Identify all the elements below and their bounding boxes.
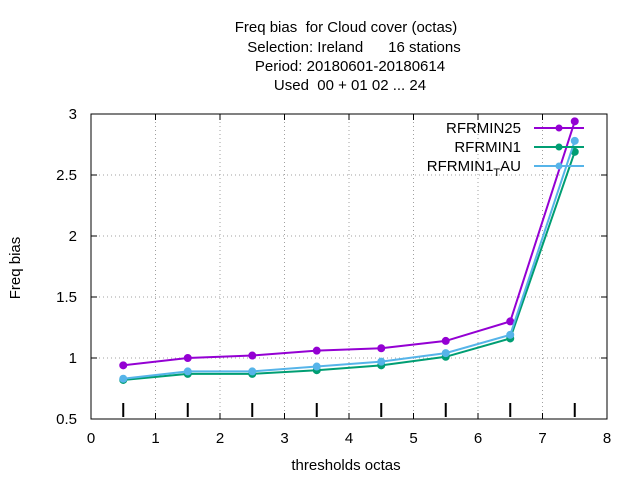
y-tick-label: 2 bbox=[69, 228, 77, 245]
series-2-point bbox=[248, 367, 257, 376]
legend-sample-point-2 bbox=[555, 162, 563, 170]
x-axis-label: thresholds octas bbox=[291, 457, 400, 474]
y-tick-label: 3 bbox=[69, 106, 77, 123]
series-0-point bbox=[441, 336, 450, 345]
series-2-point bbox=[441, 349, 450, 358]
legend-sample-point-1 bbox=[555, 143, 563, 151]
series-2-point bbox=[506, 330, 515, 339]
y-tick-label: 1.5 bbox=[56, 289, 77, 306]
x-tick-label: 8 bbox=[603, 430, 611, 447]
x-tick-labels: 0 1 2 3 4 5 6 7 8 bbox=[87, 430, 611, 447]
legend-samples bbox=[534, 124, 584, 170]
legend-label-subscript: T bbox=[493, 167, 500, 179]
x-tick-label: 5 bbox=[409, 430, 417, 447]
x-tick-label: 0 bbox=[87, 430, 95, 447]
x-tick-label: 1 bbox=[151, 430, 159, 447]
series-2-point bbox=[377, 357, 386, 366]
title-line-2: Selection: Ireland 16 stations bbox=[247, 39, 460, 56]
series-0-point bbox=[506, 317, 515, 326]
series-2-point bbox=[119, 374, 128, 383]
x-tick-label: 4 bbox=[345, 430, 353, 447]
series-2-point bbox=[183, 367, 192, 376]
series-0-point bbox=[377, 344, 386, 353]
series-2-point bbox=[312, 362, 321, 371]
legend-label-rfrmin1-t-au: RFRMIN1TAU bbox=[427, 158, 521, 179]
x-tick-label: 6 bbox=[474, 430, 482, 447]
legend-label-rfrmin1: RFRMIN1 bbox=[454, 139, 521, 156]
x-tick-label: 3 bbox=[280, 430, 288, 447]
threshold-markers bbox=[122, 403, 576, 417]
title-line-4: Used 00 + 01 02 ... 24 bbox=[274, 77, 426, 94]
x-tick-label: 2 bbox=[216, 430, 224, 447]
series-0-point bbox=[570, 117, 579, 126]
legend: RFRMIN25 RFRMIN1 RFRMIN1TAU bbox=[427, 120, 584, 179]
title-line-1: Freq bias for Cloud cover (octas) bbox=[235, 19, 458, 36]
series-line-2 bbox=[123, 140, 576, 380]
x-tick-label: 7 bbox=[538, 430, 546, 447]
legend-label-main: RFRMIN1 bbox=[427, 158, 494, 175]
plot-frame bbox=[90, 113, 608, 420]
legend-label-tail: AU bbox=[500, 158, 521, 175]
legend-sample-point-0 bbox=[555, 124, 563, 132]
series-0-point bbox=[312, 346, 321, 355]
series-line-1 bbox=[123, 151, 576, 381]
series-0-point bbox=[183, 354, 192, 362]
y-tick-labels: 0.5 1 1.5 2 2.5 3 bbox=[56, 106, 77, 428]
series-0-point bbox=[119, 361, 128, 370]
title-line-3: Period: 20180601-20180614 bbox=[255, 58, 445, 75]
chart-title: Freq bias for Cloud cover (octas) Select… bbox=[235, 19, 461, 94]
series-2-point bbox=[570, 136, 579, 145]
series bbox=[119, 117, 579, 384]
y-tick-label: 2.5 bbox=[56, 167, 77, 184]
legend-label-rfrmin25: RFRMIN25 bbox=[446, 120, 521, 137]
series-line-0 bbox=[123, 121, 576, 367]
series-0-point bbox=[248, 351, 257, 360]
axis-ticks bbox=[90, 113, 608, 420]
gridlines bbox=[91, 114, 607, 419]
y-tick-label: 0.5 bbox=[56, 411, 77, 428]
y-tick-label: 1 bbox=[69, 350, 77, 367]
y-axis-label: Freq bias bbox=[7, 237, 24, 300]
